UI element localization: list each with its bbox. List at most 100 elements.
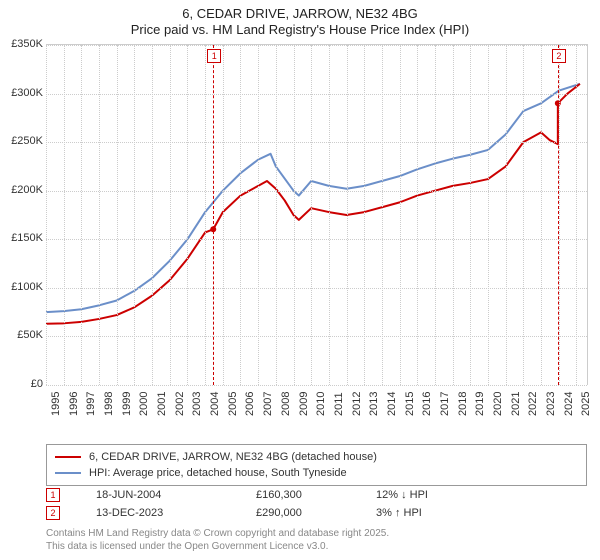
- y-tick-label: £300K: [3, 87, 43, 99]
- gridline-vertical: [329, 45, 330, 385]
- plot-area: 12: [46, 44, 588, 385]
- x-tick-label: 2013: [368, 392, 380, 416]
- x-tick-label: 1997: [85, 392, 97, 416]
- gridline-vertical: [347, 45, 348, 385]
- sale-date: 13-DEC-2023: [96, 507, 256, 519]
- gridline-vertical: [417, 45, 418, 385]
- gridline-vertical: [276, 45, 277, 385]
- gridline-horizontal: [46, 385, 587, 386]
- y-tick-label: £200K: [3, 184, 43, 196]
- gridline-vertical: [64, 45, 65, 385]
- x-tick-label: 2010: [315, 392, 327, 416]
- x-tick-label: 2008: [280, 392, 292, 416]
- legend-item: 6, CEDAR DRIVE, JARROW, NE32 4BG (detach…: [55, 449, 578, 465]
- gridline-vertical: [382, 45, 383, 385]
- gridline-vertical: [81, 45, 82, 385]
- x-tick-label: 2022: [527, 392, 539, 416]
- x-tick-label: 2021: [510, 392, 522, 416]
- sale-price: £160,300: [256, 489, 376, 501]
- table-row: 1 18-JUN-2004 £160,300 12% ↓ HPI: [46, 486, 587, 504]
- gridline-vertical: [46, 45, 47, 385]
- x-tick-label: 2016: [421, 392, 433, 416]
- gridline-vertical: [311, 45, 312, 385]
- gridline-vertical: [205, 45, 206, 385]
- marker-badge: 1: [207, 49, 221, 63]
- x-tick-label: 2007: [262, 392, 274, 416]
- gridline-vertical: [488, 45, 489, 385]
- title-line-1: 6, CEDAR DRIVE, JARROW, NE32 4BG: [0, 6, 600, 21]
- gridline-vertical: [559, 45, 560, 385]
- y-tick-label: £250K: [3, 135, 43, 147]
- gridline-vertical: [99, 45, 100, 385]
- x-tick-label: 2005: [227, 392, 239, 416]
- marker-vline: [213, 45, 214, 385]
- legend-label: HPI: Average price, detached house, Sout…: [89, 467, 347, 479]
- gridline-vertical: [117, 45, 118, 385]
- y-tick-label: £50K: [3, 329, 43, 341]
- gridline-vertical: [294, 45, 295, 385]
- x-tick-label: 2018: [457, 392, 469, 416]
- sale-delta: 3% ↑ HPI: [376, 507, 496, 519]
- attribution: Contains HM Land Registry data © Crown c…: [46, 528, 587, 553]
- x-tick-label: 2000: [138, 392, 150, 416]
- x-tick-label: 2017: [439, 392, 451, 416]
- gridline-vertical: [435, 45, 436, 385]
- gridline-vertical: [576, 45, 577, 385]
- legend-swatch: [55, 472, 81, 474]
- gridline-vertical: [223, 45, 224, 385]
- title-line-2: Price paid vs. HM Land Registry's House …: [0, 22, 600, 37]
- gridline-vertical: [541, 45, 542, 385]
- x-tick-label: 2011: [333, 392, 345, 416]
- chart-container: 6, CEDAR DRIVE, JARROW, NE32 4BG Price p…: [0, 0, 600, 560]
- y-tick-label: £0: [3, 378, 43, 390]
- legend-swatch: [55, 456, 81, 458]
- gridline-vertical: [152, 45, 153, 385]
- gridline-vertical: [364, 45, 365, 385]
- x-tick-label: 2002: [174, 392, 186, 416]
- x-tick-label: 1998: [103, 392, 115, 416]
- x-tick-label: 2009: [298, 392, 310, 416]
- gridline-vertical: [134, 45, 135, 385]
- x-tick-label: 2025: [580, 392, 592, 416]
- title-block: 6, CEDAR DRIVE, JARROW, NE32 4BG Price p…: [0, 0, 600, 37]
- x-tick-label: 1995: [50, 392, 62, 416]
- sale-date: 18-JUN-2004: [96, 489, 256, 501]
- marker-vline: [558, 45, 559, 385]
- x-tick-label: 2020: [492, 392, 504, 416]
- sale-price: £290,000: [256, 507, 376, 519]
- gridline-vertical: [400, 45, 401, 385]
- marker-badge: 2: [46, 506, 60, 520]
- attribution-line: This data is licensed under the Open Gov…: [46, 541, 587, 554]
- legend-label: 6, CEDAR DRIVE, JARROW, NE32 4BG (detach…: [89, 451, 377, 463]
- x-tick-label: 2014: [386, 392, 398, 416]
- gridline-vertical: [187, 45, 188, 385]
- gridline-vertical: [240, 45, 241, 385]
- x-tick-label: 1996: [68, 392, 80, 416]
- x-tick-label: 2012: [351, 392, 363, 416]
- gridline-vertical: [470, 45, 471, 385]
- legend: 6, CEDAR DRIVE, JARROW, NE32 4BG (detach…: [46, 444, 587, 486]
- marker-badge: 2: [552, 49, 566, 63]
- sales-table: 1 18-JUN-2004 £160,300 12% ↓ HPI 2 13-DE…: [46, 486, 587, 522]
- x-tick-label: 2015: [404, 392, 416, 416]
- gridline-vertical: [523, 45, 524, 385]
- x-tick-label: 2019: [474, 392, 486, 416]
- x-tick-label: 1999: [121, 392, 133, 416]
- y-tick-label: £150K: [3, 232, 43, 244]
- attribution-line: Contains HM Land Registry data © Crown c…: [46, 528, 587, 541]
- gridline-vertical: [506, 45, 507, 385]
- marker-badge: 1: [46, 488, 60, 502]
- series-line: [46, 84, 580, 312]
- gridline-vertical: [170, 45, 171, 385]
- x-tick-label: 2023: [545, 392, 557, 416]
- gridline-vertical: [453, 45, 454, 385]
- y-tick-label: £350K: [3, 38, 43, 50]
- x-tick-label: 2001: [156, 392, 168, 416]
- legend-item: HPI: Average price, detached house, Sout…: [55, 465, 578, 481]
- table-row: 2 13-DEC-2023 £290,000 3% ↑ HPI: [46, 504, 587, 522]
- x-tick-label: 2003: [191, 392, 203, 416]
- gridline-vertical: [258, 45, 259, 385]
- sale-delta: 12% ↓ HPI: [376, 489, 496, 501]
- y-tick-label: £100K: [3, 281, 43, 293]
- x-tick-label: 2006: [244, 392, 256, 416]
